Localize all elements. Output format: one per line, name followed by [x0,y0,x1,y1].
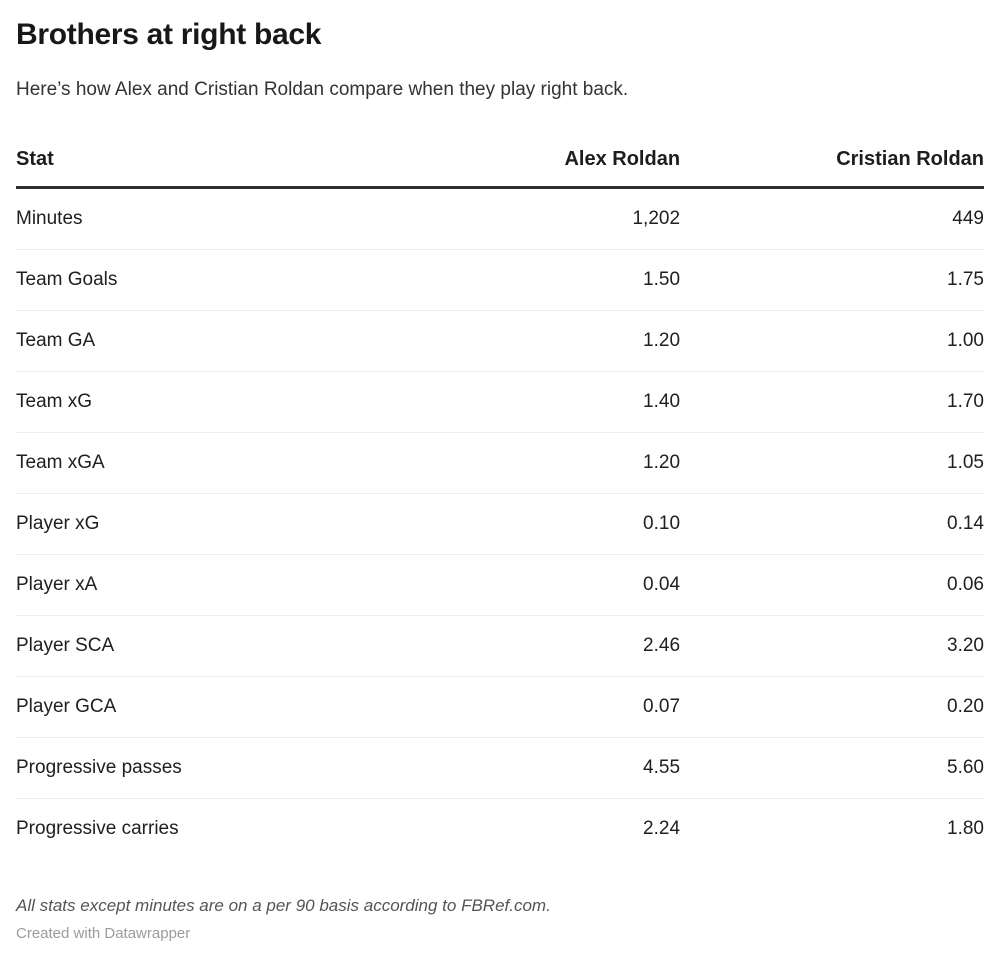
table-row: Progressive passes 4.55 5.60 [16,737,984,799]
cristian-value-cell: 1.80 [947,818,984,839]
alex-value-cell: 1.40 [480,371,681,433]
table-row: Team xGA 1.20 1.05 [16,432,984,494]
stat-label-cell: Player xG [16,493,481,555]
table-row: Team xG 1.40 1.70 [16,371,984,433]
cristian-value-cell: 449 [680,187,984,250]
stats-table: Stat Alex Roldan Cristian Roldan Minutes… [16,147,984,859]
alex-value-cell: 1.20 [480,432,681,494]
page-title: Brothers at right back [16,18,322,51]
table-row: Player GCA 0.07 0.20 [16,676,984,738]
stat-label-cell: Team Goals [16,249,481,311]
stat-label-cell: Team xG [16,371,481,433]
alex-value-cell: 1,202 [480,187,681,250]
stat-label-cell: Player xA [16,554,481,616]
chart-footnote: All stats except minutes are on a per 90… [16,896,551,915]
alex-value-cell: 4.55 [480,737,681,799]
column-header-cristian-roldan: Cristian Roldan [680,147,984,189]
cristian-value-cell: 0.20 [680,676,984,738]
table-row: Progressive carries 2.24 1.80 [16,799,984,860]
alex-value-cell: 2.46 [480,615,681,677]
table-row: Player SCA 2.46 3.20 [16,615,984,677]
cristian-value-cell: 1.70 [680,371,984,433]
cristian-value-cell: 1.05 [680,432,984,494]
stat-label-cell: Progressive passes [16,737,481,799]
table-row: Team GA 1.20 1.00 [16,310,984,372]
chart-subtitle: Here’s how Alex and Cristian Roldan comp… [16,79,629,100]
datawrapper-attribution-link[interactable]: Created with Datawrapper [16,925,191,942]
cristian-value-cell: 0.06 [680,554,984,616]
alex-value-cell: 2.24 [643,818,681,839]
column-header-alex-roldan: Alex Roldan [480,147,681,189]
table-header-row: Stat Alex Roldan Cristian Roldan [16,147,984,189]
cristian-value-cell: 1.75 [680,249,984,311]
alex-value-cell: 1.20 [480,310,681,372]
stat-label-cell: Team GA [16,310,481,372]
stat-label-cell: Team xGA [16,432,481,494]
cristian-value-cell: 0.14 [680,493,984,555]
table-row: Minutes 1,202 449 [16,187,984,250]
alex-value-cell: 0.04 [480,554,681,616]
table-body: Minutes 1,202 449 Team Goals 1.50 1.75 T… [16,187,984,860]
cristian-value-cell: 3.20 [680,615,984,677]
stat-label-cell: Player SCA [16,615,481,677]
table-header: Stat Alex Roldan Cristian Roldan [16,147,984,189]
column-header-stat: Stat [16,147,481,189]
table-row: Team Goals 1.50 1.75 [16,249,984,311]
stat-label-cell: Progressive carries [16,818,179,839]
alex-value-cell: 1.50 [480,249,681,311]
table-row: Player xA 0.04 0.06 [16,554,984,616]
alex-value-cell: 0.10 [480,493,681,555]
stat-label-cell: Minutes [16,187,481,250]
cristian-value-cell: 5.60 [680,737,984,799]
stat-label-cell: Player GCA [16,676,481,738]
cristian-value-cell: 1.00 [680,310,984,372]
alex-value-cell: 0.07 [480,676,681,738]
table-row: Player xG 0.10 0.14 [16,493,984,555]
